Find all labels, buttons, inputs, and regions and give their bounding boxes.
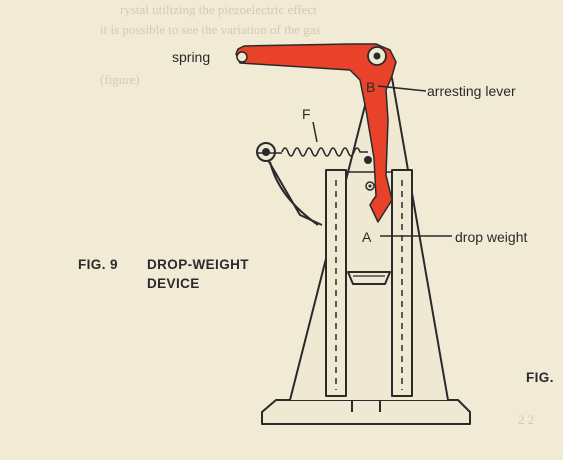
spring-coil xyxy=(281,147,368,157)
leader-spring-f xyxy=(312,121,318,143)
base-block xyxy=(351,399,381,412)
caption-fig-number: FIG. 9 xyxy=(78,257,118,272)
bleed-text-1: rystal utilizing the piezoelectric effec… xyxy=(120,2,317,17)
lever-spring-end xyxy=(236,51,248,63)
label-drop-weight: drop weight xyxy=(455,229,528,245)
caption-title-line2: DEVICE xyxy=(147,276,200,291)
bleed-text-3: (figure) xyxy=(100,72,140,87)
label-b: B xyxy=(366,79,376,95)
caption-title-line1: DROP-WEIGHT xyxy=(147,257,249,272)
spring-bracket xyxy=(267,159,323,226)
caption-next-fig: FIG. xyxy=(526,370,554,385)
bleed-text-2: it is possible to see the variation of t… xyxy=(100,22,321,37)
spring-bracket-inner xyxy=(269,161,319,226)
label-a: A xyxy=(362,229,372,245)
leader-arresting-lever xyxy=(377,85,427,92)
lever-pin-1 xyxy=(364,156,372,164)
label-f: F xyxy=(302,106,311,122)
drop-weight-cup xyxy=(347,271,391,285)
label-spring: spring xyxy=(172,49,211,65)
bleed-text-bottom: 2 2 xyxy=(518,412,535,427)
label-arresting-lever: arresting lever xyxy=(427,83,516,99)
